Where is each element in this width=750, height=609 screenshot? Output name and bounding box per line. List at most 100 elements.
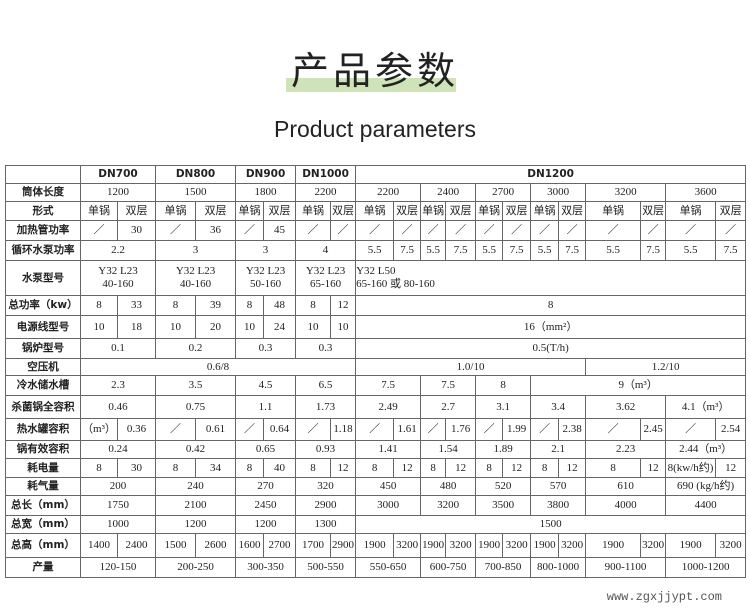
cell: 1000-1200 [665,557,747,578]
cell: 3.5 [155,375,237,396]
row-label: 锅有效容积 [5,440,81,459]
cell: 8 [530,458,560,478]
row-label: 总长（mm） [5,495,81,516]
cell: 12 [393,458,422,478]
cell: ／ [530,418,560,441]
row-label: 形式 [5,201,81,221]
cell: 7.5 [445,240,477,261]
cell: 40 [263,458,297,478]
cell: ／ [295,418,332,441]
cell: 1500 [355,515,747,534]
cell: 700-850 [475,557,532,578]
cell: Y32 L23 40-160 [155,260,237,296]
cell: 10 [235,315,265,339]
cell: 2700 [263,533,297,558]
cell: 3 [235,240,297,261]
cell: 3200 [558,533,587,558]
cell: 1.54 [420,440,477,459]
cell: 6.5 [295,375,357,396]
cell: 2.23 [585,440,667,459]
cell: ／ [355,418,395,441]
cell: 3200 [715,533,747,558]
cell: 3.62 [585,395,667,419]
cell: 1900 [585,533,642,558]
cell: 200 [79,477,157,496]
cell: 8 [155,458,197,478]
cell: ／ [475,418,504,441]
cell: 双层 [715,201,747,221]
cell: 200-250 [155,557,237,578]
cell: 1.76 [445,418,477,441]
cell: 4.5 [235,375,297,396]
cell: ／ [558,220,587,241]
cell: 690 (kg/h约) [665,477,747,496]
cell: 10 [330,315,357,339]
cell: 480 [420,477,477,496]
cell: 12 [330,295,357,316]
cell: ／ [295,220,332,241]
cell: 8 [235,295,265,316]
cell: 8 [420,458,447,478]
cell: 1900 [355,533,395,558]
cell: 33 [116,295,157,316]
cell: ／ [445,220,477,241]
cell: 1600 [235,533,265,558]
cell: 12 [330,458,357,478]
cell: 8 [355,295,747,316]
cell: 45 [263,220,297,241]
cell: 0.93 [295,440,357,459]
cell: 1200 [235,515,297,534]
cell: 5.5 [665,240,717,261]
cell: 5.5 [355,240,395,261]
row-label: 总高（mm） [5,533,81,558]
cell: 单锅 [155,201,197,221]
cell: ／ [420,220,447,241]
cell: 7.5 [640,240,667,261]
cell: 2.54 [715,418,747,441]
cell: 7.5 [558,240,587,261]
cell: 0.64 [263,418,297,441]
cell: 2.7 [420,395,477,419]
cell: ／ [715,220,747,241]
cell: ／ [585,220,642,241]
cell: Y32 L23 40-160 [79,260,157,296]
cell: 12 [715,458,747,478]
cell: 1300 [295,515,357,534]
cell: 7.5 [420,375,477,396]
cell: ／ [235,220,265,241]
cell: 1400 [80,533,118,558]
cell: 30 [116,458,157,478]
cell: 24 [263,315,297,339]
cell: 1900 [665,533,717,558]
cell: 2200 [295,183,357,202]
cell: 3200 [445,533,477,558]
cell: 1.1 [235,395,297,419]
cell: 单锅 [355,201,395,221]
cell: 10 [155,315,197,339]
cell: 1200 [155,515,237,534]
cell: 3200 [420,495,477,516]
cell: 单锅 [530,201,560,221]
cell: 3200 [502,533,532,558]
row-label: 空压机 [5,358,81,376]
cell: 1.0/10 [355,358,587,376]
cell: 12 [640,458,667,478]
cell: 双层 [116,201,157,221]
cell: 7.5 [502,240,532,261]
cell: 5.5 [475,240,504,261]
cell: 0.75 [155,395,237,419]
title: 产品参数 [290,51,459,93]
cell: 120-150 [79,557,157,578]
cell: Y32 L23 50-160 [235,260,297,296]
cell: 4400 [665,495,747,516]
cell: 12 [558,458,587,478]
watermark: www.zgxjjypt.com [606,590,722,604]
subtitle: Product parameters [274,116,476,142]
cell: 单锅 [295,201,332,221]
column-header: DN700 [79,165,157,184]
cell: 2900 [295,495,357,516]
title-underline [286,78,456,92]
cell: Y32 L23 65-160 [295,260,357,296]
cell: 1500 [155,183,237,202]
cell: 1700 [295,533,332,558]
